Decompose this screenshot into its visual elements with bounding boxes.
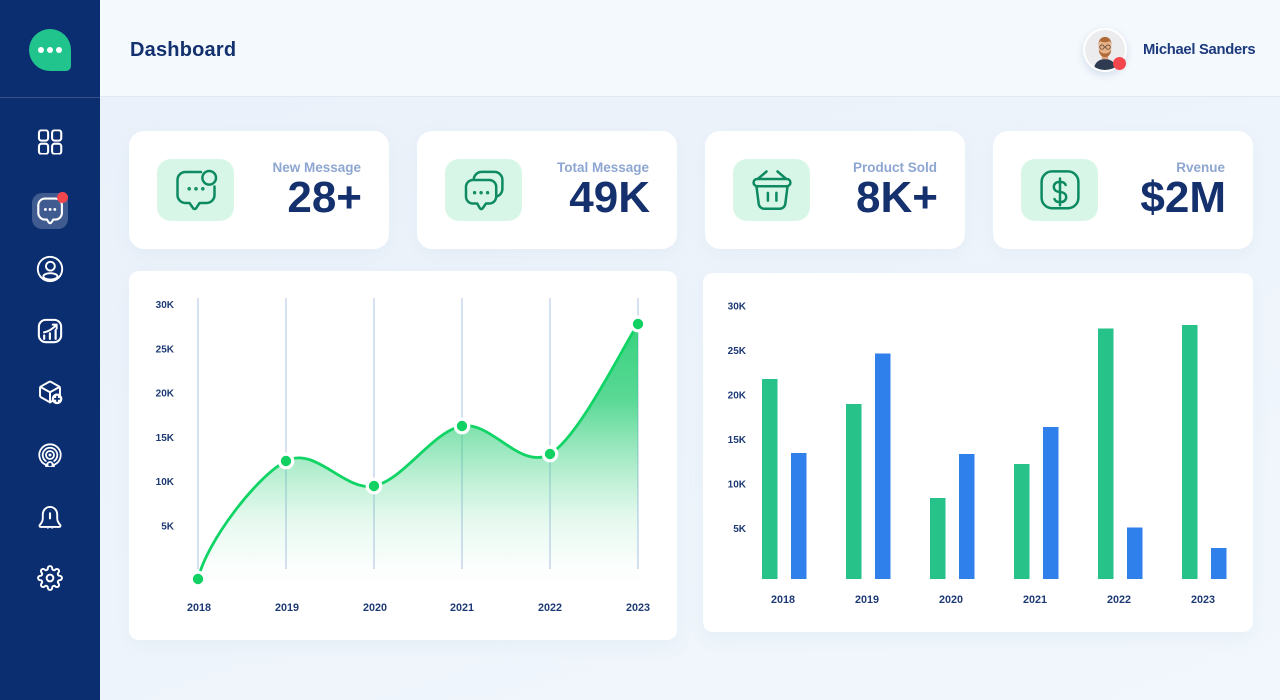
svg-text:5K: 5K [733, 524, 747, 535]
svg-text:2022: 2022 [1107, 594, 1131, 606]
svg-text:20K: 20K [156, 389, 175, 400]
svg-text:25K: 25K [156, 345, 175, 356]
svg-text:2020: 2020 [363, 602, 387, 614]
svg-text:2018: 2018 [187, 602, 211, 614]
svg-text:2019: 2019 [855, 594, 879, 606]
svg-text:30K: 30K [156, 300, 175, 311]
svg-text:25K: 25K [728, 346, 747, 357]
svg-text:2022: 2022 [538, 602, 562, 614]
svg-text:15K: 15K [728, 435, 747, 446]
svg-text:10K: 10K [156, 477, 175, 488]
svg-text:2023: 2023 [626, 602, 650, 614]
svg-text:20K: 20K [728, 391, 747, 402]
svg-text:2020: 2020 [939, 594, 963, 606]
svg-text:2023: 2023 [1191, 594, 1215, 606]
svg-text:2021: 2021 [450, 602, 474, 614]
svg-text:5K: 5K [161, 522, 175, 533]
svg-text:15K: 15K [156, 433, 175, 444]
svg-text:2018: 2018 [771, 594, 795, 606]
svg-text:2021: 2021 [1023, 594, 1047, 606]
svg-text:2019: 2019 [275, 602, 299, 614]
svg-text:30K: 30K [728, 302, 747, 313]
svg-text:10K: 10K [728, 480, 747, 491]
